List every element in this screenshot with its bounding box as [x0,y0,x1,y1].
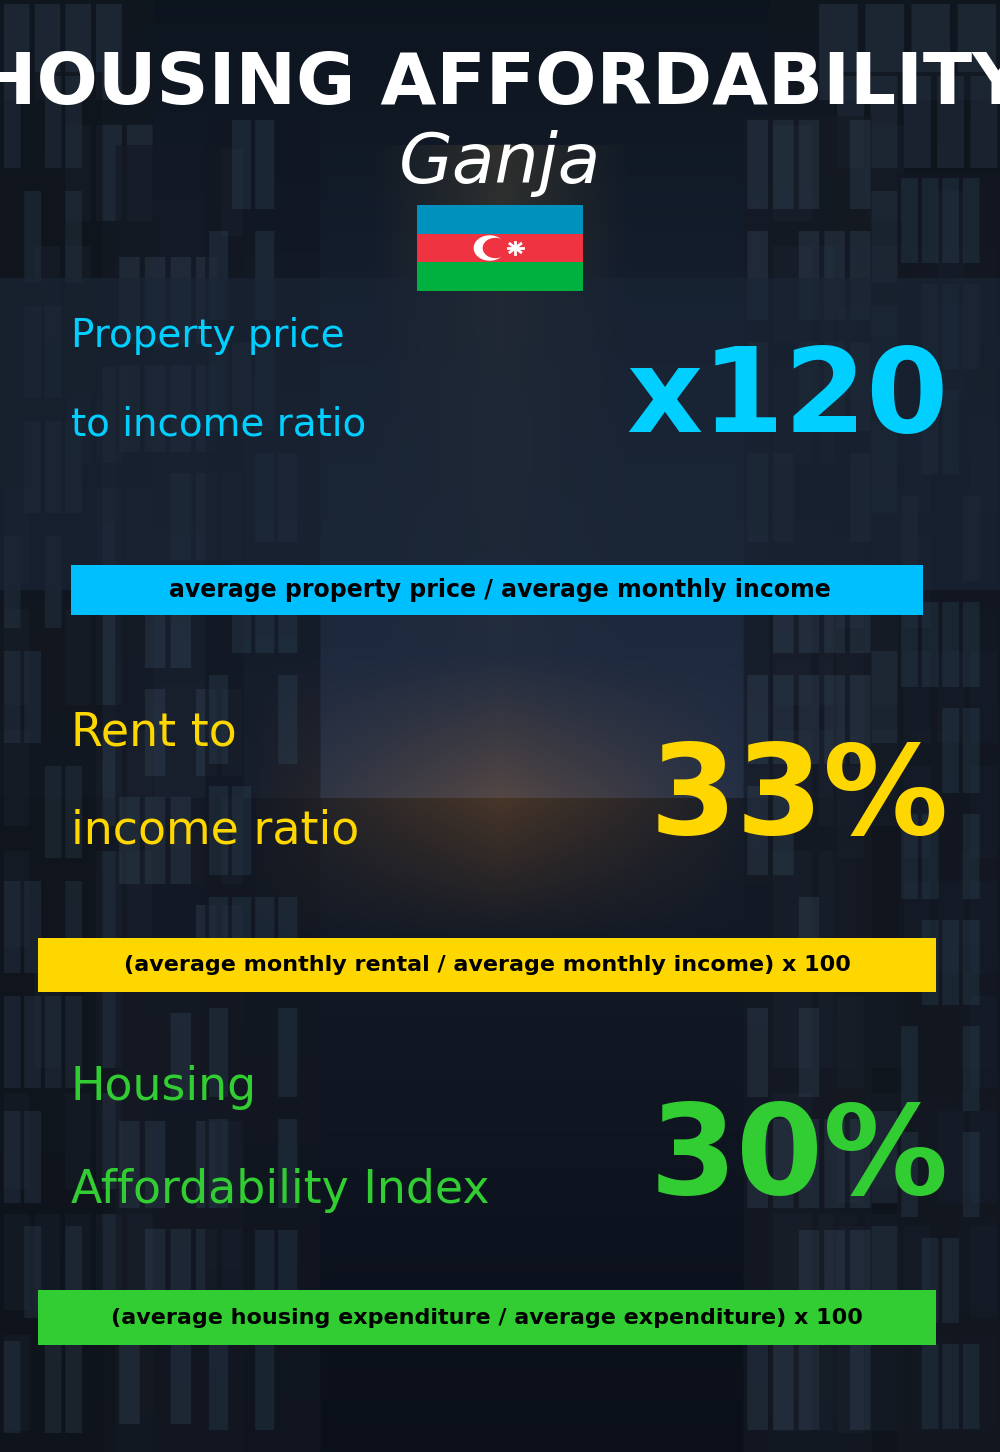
Text: x120: x120 [626,343,949,457]
Text: Rent to: Rent to [71,710,236,755]
Text: 30%: 30% [649,1099,949,1221]
Bar [71,565,923,616]
Bar [0,277,1000,590]
Text: Affordability Index: Affordability Index [71,1167,489,1212]
Bar [38,938,936,992]
Text: (average housing expenditure / average expenditure) x 100: (average housing expenditure / average e… [111,1307,863,1327]
Text: Housing: Housing [71,1064,257,1109]
Text: (average monthly rental / average monthly income) x 100: (average monthly rental / average monthl… [124,955,851,974]
Text: Ganja: Ganja [399,131,601,197]
Text: to income ratio: to income ratio [71,405,366,443]
Polygon shape [474,237,505,260]
Text: 33%: 33% [649,739,949,861]
Text: income ratio: income ratio [71,807,359,852]
Text: average property price / average monthly income: average property price / average monthly… [169,578,831,603]
Bar [417,263,583,290]
Bar [38,1289,936,1345]
Text: Property price: Property price [71,317,344,354]
Polygon shape [483,238,508,257]
Text: HOUSING AFFORDABILITY: HOUSING AFFORDABILITY [0,49,1000,119]
Bar [417,205,583,234]
Bar [417,234,583,263]
